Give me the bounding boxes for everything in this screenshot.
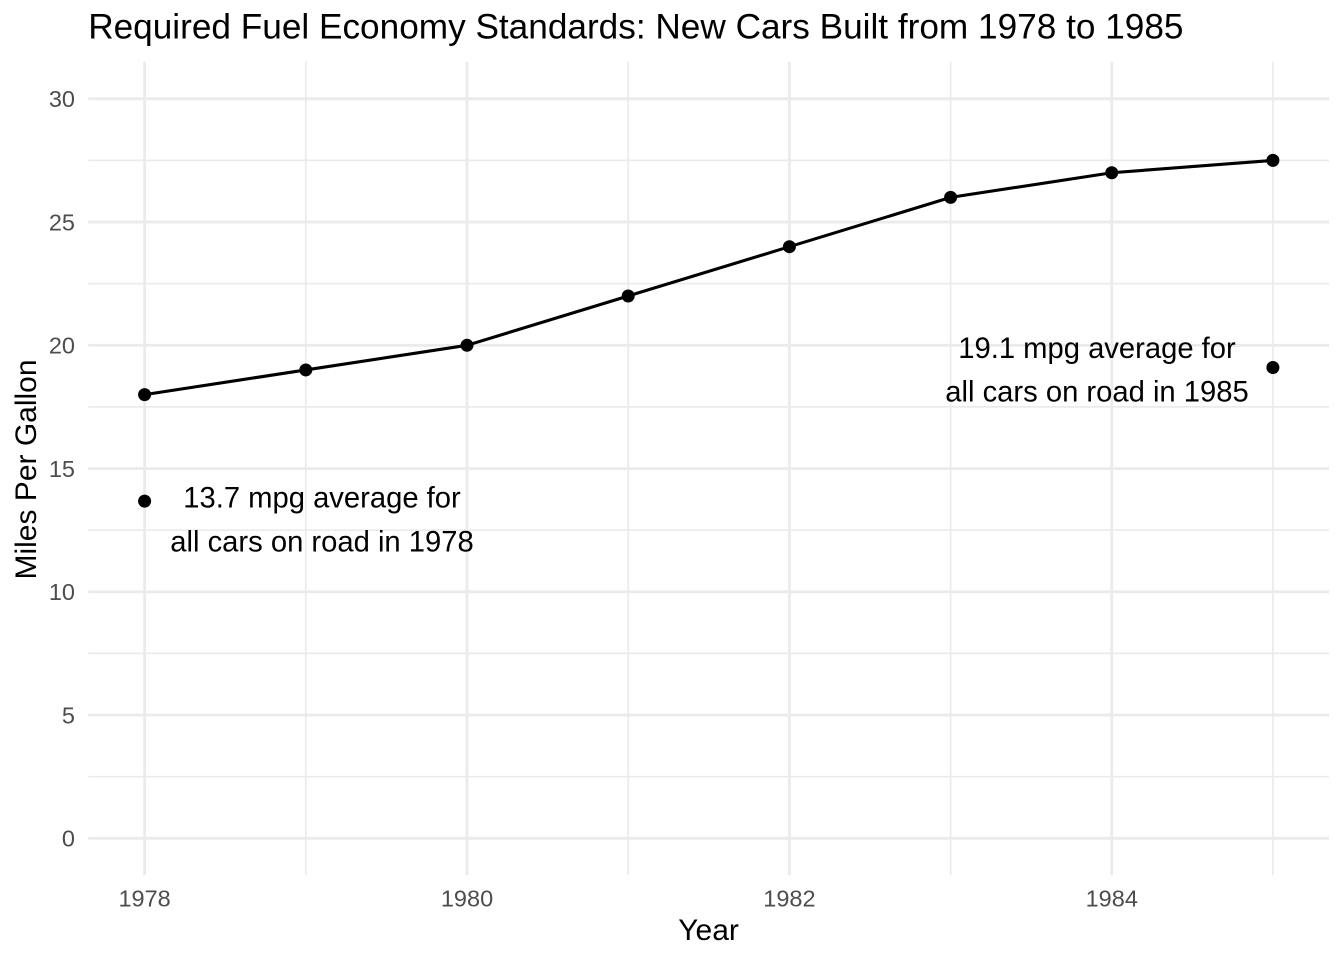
svg-text:5: 5 bbox=[62, 702, 75, 728]
svg-text:15: 15 bbox=[49, 456, 75, 482]
svg-text:Year: Year bbox=[678, 914, 739, 947]
svg-text:19.1 mpg average for: 19.1 mpg average for bbox=[958, 333, 1236, 365]
svg-text:all cars on road in 1978: all cars on road in 1978 bbox=[170, 526, 473, 558]
svg-text:1982: 1982 bbox=[763, 886, 815, 912]
svg-text:10: 10 bbox=[49, 579, 75, 605]
svg-text:20: 20 bbox=[49, 333, 75, 359]
svg-text:Required Fuel Economy Standard: Required Fuel Economy Standards: New Car… bbox=[88, 8, 1183, 47]
svg-text:all cars on road in 1985: all cars on road in 1985 bbox=[945, 377, 1248, 409]
svg-text:30: 30 bbox=[49, 86, 75, 112]
svg-text:Miles Per Gallon: Miles Per Gallon bbox=[10, 359, 43, 579]
svg-text:1984: 1984 bbox=[1086, 886, 1138, 912]
svg-text:13.7 mpg average for: 13.7 mpg average for bbox=[183, 483, 461, 515]
svg-text:1978: 1978 bbox=[118, 886, 170, 912]
svg-text:0: 0 bbox=[62, 826, 75, 852]
svg-text:1980: 1980 bbox=[441, 886, 493, 912]
svg-text:25: 25 bbox=[49, 209, 75, 235]
